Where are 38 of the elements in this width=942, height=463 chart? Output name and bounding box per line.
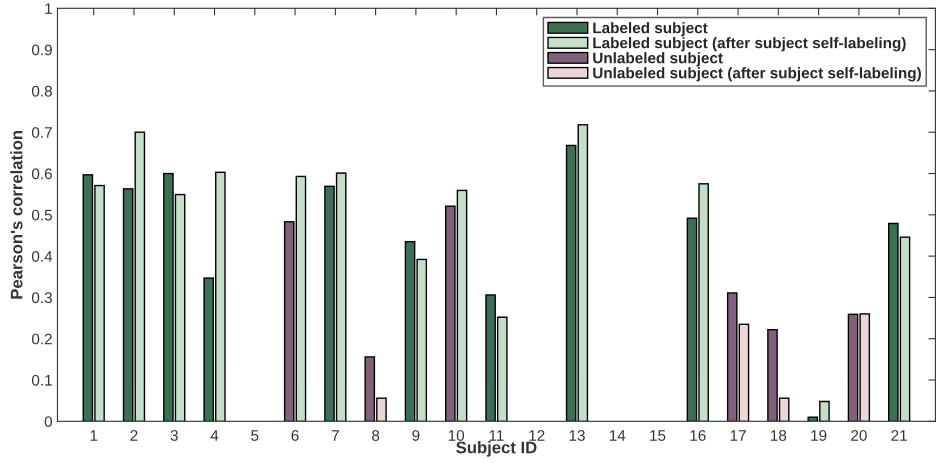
x-tick-label: 20	[851, 430, 867, 441]
y-tick-label: 0.6	[32, 168, 52, 180]
x-axis-title: Subject ID	[456, 441, 536, 457]
x-tick-label: 17	[730, 430, 746, 441]
y-tick-label: 0.3	[32, 292, 52, 304]
x-tick-label: 2	[130, 430, 138, 441]
x-tick-label: 15	[650, 430, 666, 441]
x-tick-label: 4	[210, 430, 218, 441]
y-axis-title: Pearson's correlation	[10, 130, 23, 299]
x-tick-label: 13	[570, 430, 585, 441]
y-tick-label: 0.2	[32, 334, 52, 344]
y-tick-label: 0.4	[32, 251, 52, 262]
y-tick-label: 0.5	[32, 210, 52, 221]
x-tick-label: 16	[690, 430, 706, 441]
legend-label: Labeled subject	[593, 22, 708, 36]
x-tick-label: 10	[448, 430, 464, 441]
x-tick-label: 11	[490, 430, 504, 441]
y-tick-label: 1	[45, 3, 52, 14]
y-tick-label: 0.9	[32, 44, 52, 56]
x-tick-label: 9	[412, 430, 420, 441]
y-tick-label: 0.7	[32, 127, 52, 138]
x-tick-label: 12	[529, 430, 544, 441]
legend-label: Unlabeled subject (after subject self-labeling)	[593, 67, 921, 82]
x-tick-label: 8	[372, 430, 380, 441]
x-tick-label: 5	[251, 430, 258, 441]
x-tick-label: 14	[610, 430, 626, 441]
legend-label: Labeled subject (after subject self-labeling)	[593, 37, 906, 52]
x-tick-label: 1	[90, 430, 98, 441]
y-tick-label: 0.1	[32, 374, 52, 386]
x-tick-label: 7	[332, 430, 339, 441]
legend-label: Unlabeled subject	[593, 52, 723, 66]
x-tick-label: 21	[891, 430, 907, 441]
x-tick-label: 18	[771, 430, 786, 441]
x-tick-label: 19	[811, 430, 826, 441]
y-tick-label: 0	[44, 416, 52, 428]
x-tick-label: 3	[170, 430, 178, 441]
y-tick-label: 0.8	[32, 86, 52, 97]
x-tick-label: 6	[292, 430, 299, 441]
